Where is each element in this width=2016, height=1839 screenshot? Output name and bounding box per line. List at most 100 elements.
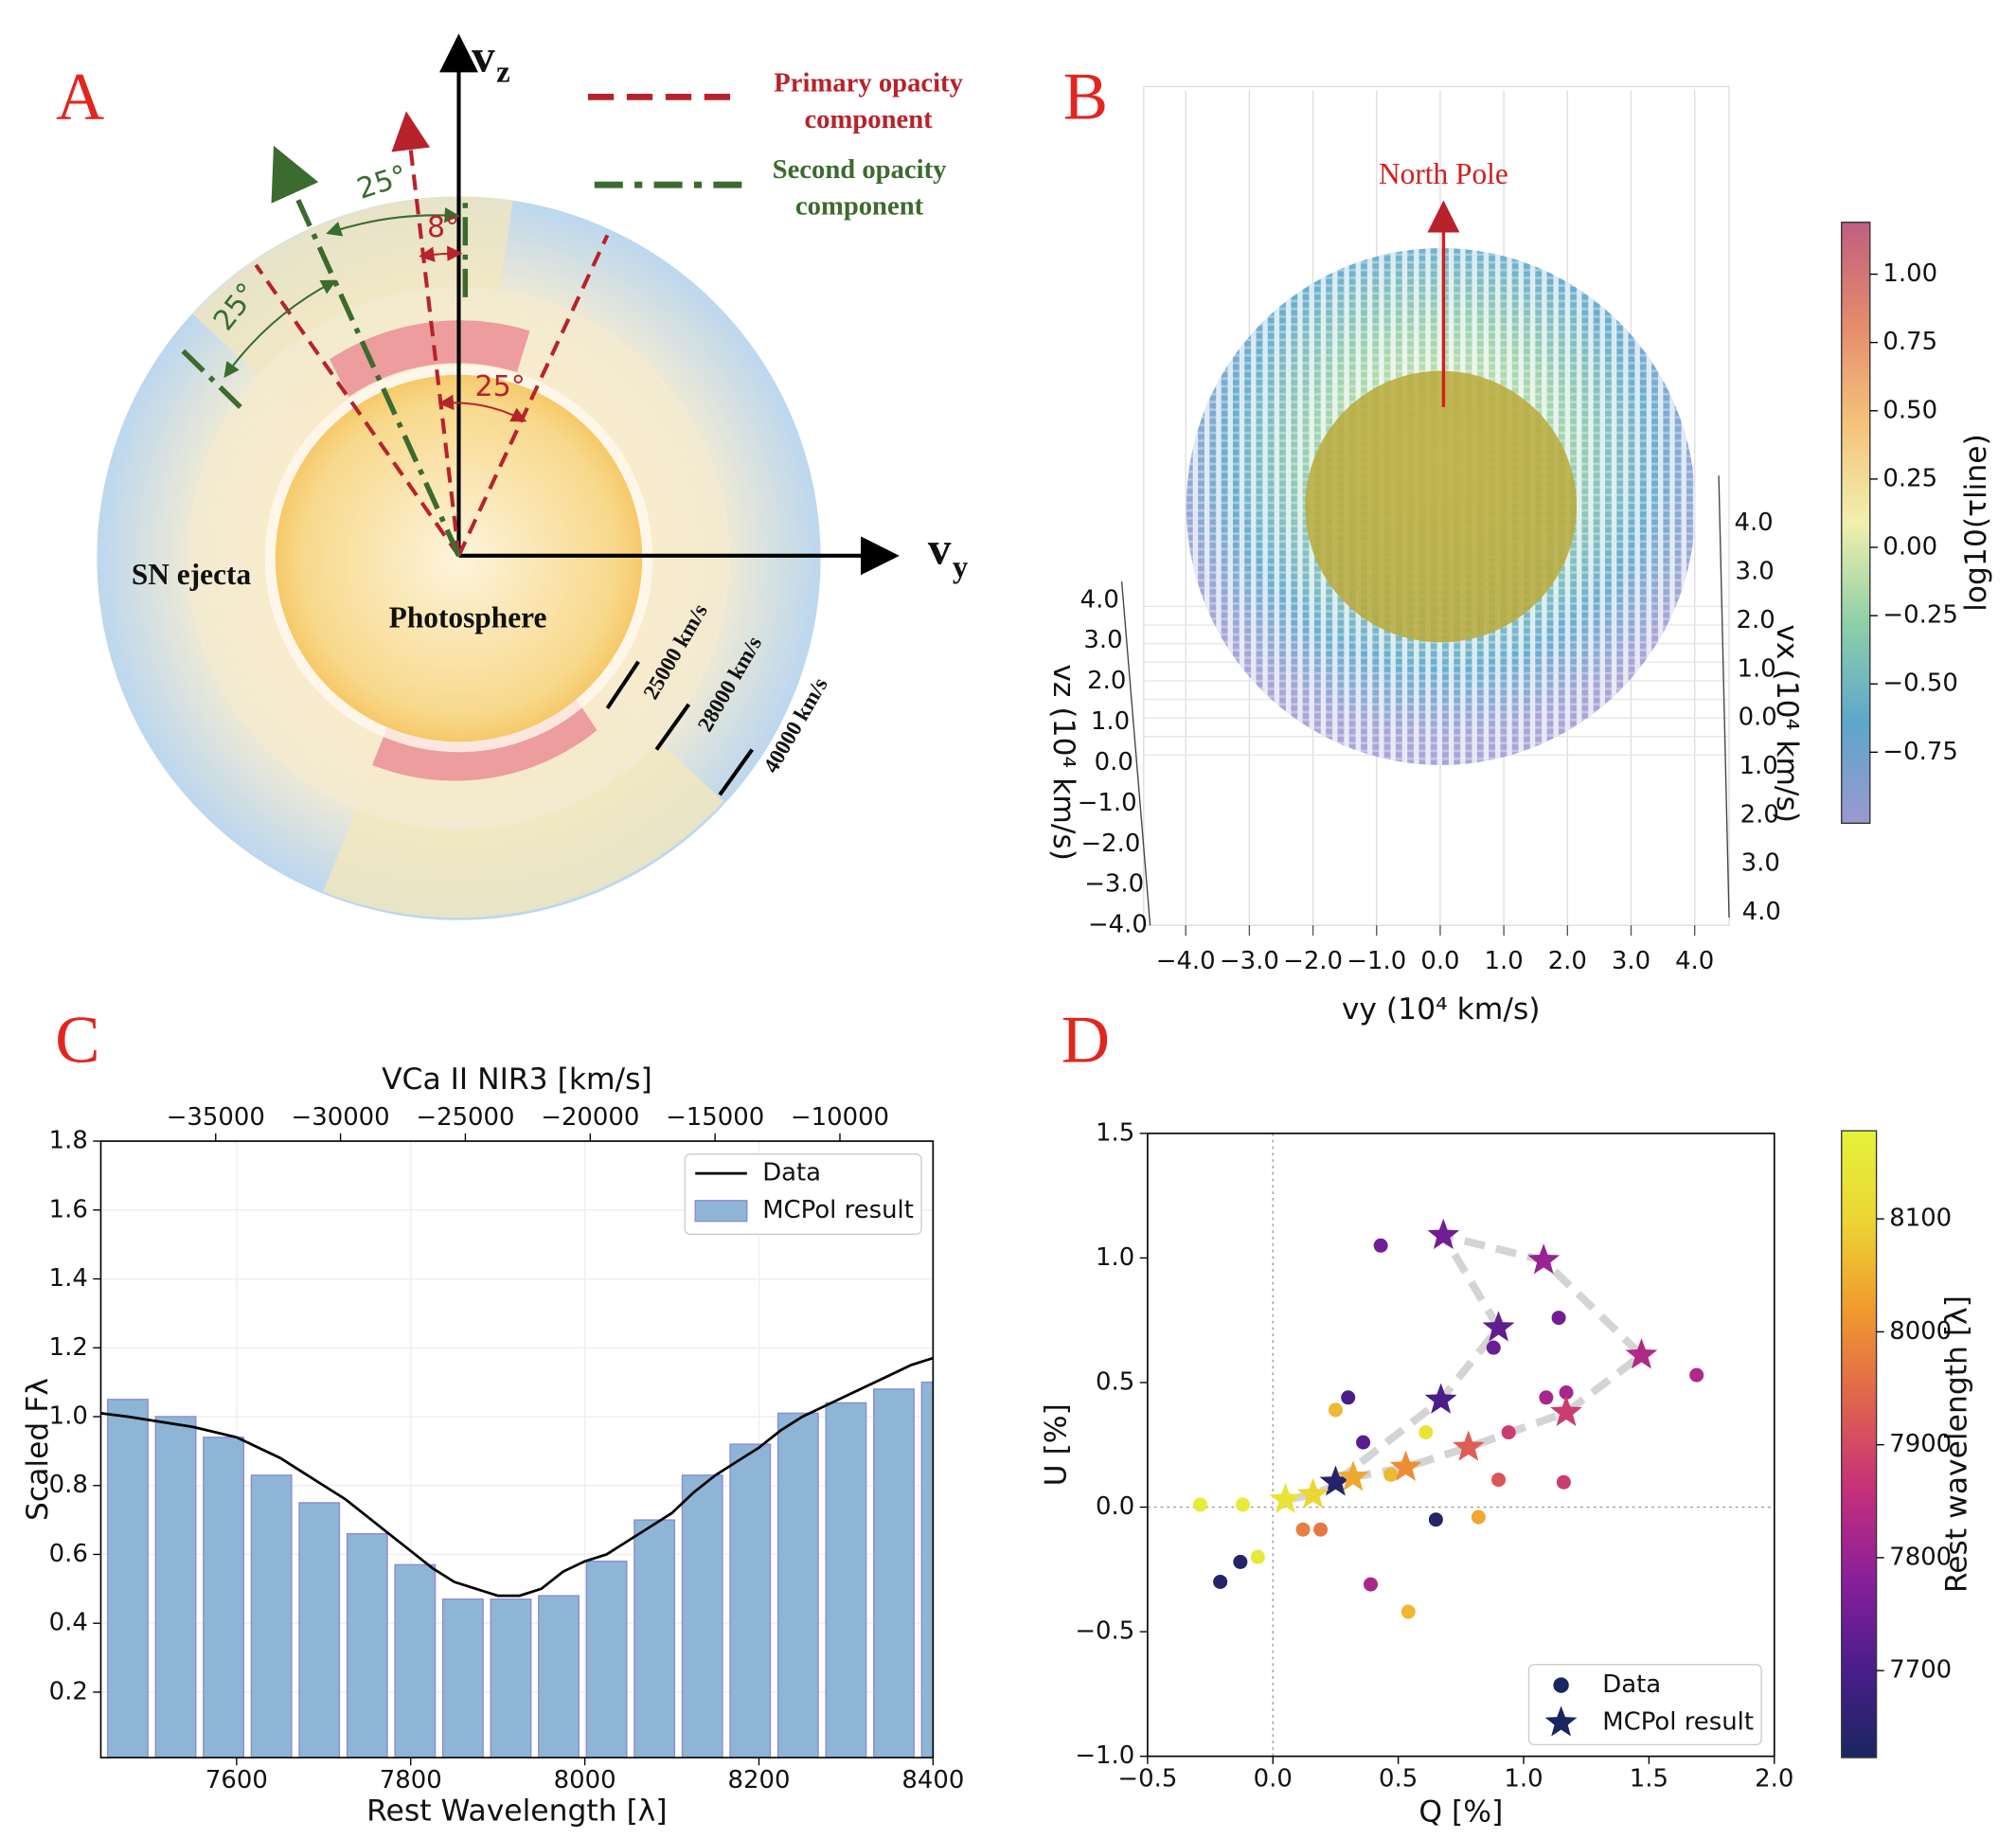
second-edge: [176, 344, 242, 409]
plot-area: [100, 1356, 934, 1759]
panel-b: B North Pole: [1063, 60, 1730, 926]
annotation: North Pole: [1379, 157, 1508, 190]
point: [1491, 1473, 1507, 1488]
y-tick-label: −1.0: [1078, 789, 1137, 817]
bar: [298, 1502, 341, 1759]
y-tick-label: −0.5: [1075, 1617, 1134, 1646]
x-tick-label: 1.0: [1504, 1765, 1543, 1794]
star-point: [1452, 1430, 1485, 1461]
bar: [729, 1443, 772, 1759]
point: [1313, 1522, 1329, 1537]
y-tick-label: 0.0: [1095, 748, 1133, 777]
point: [1556, 1474, 1571, 1490]
x-tick-label: 2.0: [1755, 1765, 1793, 1794]
x-tick-label: 8400: [901, 1766, 964, 1794]
colorbar-tick-label: 7900: [1889, 1430, 1952, 1458]
x2-tick-label: −20000: [541, 1103, 639, 1132]
x-tick-label: 0.5: [1379, 1765, 1418, 1794]
z-tick-label: 4.0: [1734, 509, 1773, 537]
panel-label: C: [55, 1004, 99, 1078]
x-axis-label: vy (10⁴ km/s): [1342, 992, 1541, 1027]
legend-text: Primary opacity: [774, 68, 963, 98]
velocity-tick: [654, 703, 691, 751]
legend-box: [1527, 1664, 1762, 1746]
bar: [585, 1561, 628, 1759]
bar: [873, 1388, 915, 1759]
colorbar-tick-label: −0.25: [1882, 601, 1957, 630]
colorbar-label: Rest wavelength [λ]: [1940, 1295, 1974, 1593]
star-point: [1527, 1243, 1561, 1275]
point: [1341, 1390, 1356, 1405]
x-axis-label: Rest Wavelength [λ]: [366, 1794, 667, 1828]
angle-arc: [419, 245, 463, 262]
colorbar-tick-label: 1.00: [1882, 259, 1937, 288]
y-axis-label: U [%]: [1039, 1403, 1073, 1486]
axis-subscript: y: [953, 550, 969, 584]
z-tick-label: 2.0: [1740, 800, 1779, 829]
x-tick-label: 4.0: [1675, 947, 1714, 975]
x-tick-label: 7600: [205, 1766, 268, 1794]
x-tick-label: 1.5: [1630, 1765, 1668, 1794]
star-point: [1296, 1477, 1329, 1509]
y-tick-label: 1.6: [49, 1195, 88, 1223]
x-tick-label: −0.5: [1117, 1765, 1177, 1794]
point: [1689, 1367, 1704, 1383]
colorbar-tick-label: 7700: [1889, 1656, 1952, 1685]
panel-a: A 25° 25° 8° 25° v z v y Primary opacity…: [56, 29, 969, 920]
legend-marker: [1544, 1705, 1578, 1737]
legend-text: Second opacity: [773, 154, 947, 185]
point: [1250, 1549, 1265, 1564]
second-axis: [271, 145, 461, 557]
y-tick-label: 0.6: [49, 1540, 88, 1568]
panel-label: D: [1062, 1004, 1110, 1078]
colorbar-tick-label: 8100: [1889, 1205, 1952, 1233]
region-label: SN ejecta: [132, 558, 252, 591]
bar: [346, 1532, 388, 1759]
z-tick-label: 1.0: [1738, 654, 1776, 683]
bar: [825, 1402, 867, 1759]
z-tick-label: 1.0: [1739, 752, 1778, 780]
y-tick-label: 3.0: [1083, 626, 1122, 654]
z-tick-label: 2.0: [1737, 606, 1775, 634]
legend-label: MCPol result: [762, 1196, 914, 1224]
point: [1364, 1577, 1379, 1592]
colorbar-tick-label: −0.75: [1882, 738, 1957, 766]
star-point: [1337, 1460, 1369, 1491]
y-axis-label: Scaled Fλ: [21, 1378, 55, 1521]
colorbar: [1841, 222, 1871, 825]
x-tick-label: −1.0: [1347, 947, 1406, 975]
axis-line: [1120, 581, 1151, 926]
point: [1373, 1238, 1388, 1253]
point: [1418, 1425, 1434, 1440]
point: [1383, 1467, 1399, 1482]
x2-tick-label: −35000: [167, 1103, 265, 1132]
point: [1295, 1522, 1311, 1537]
panel-label: B: [1063, 60, 1108, 134]
colorbar-label: log10(τline): [1959, 434, 1993, 612]
star-point: [1389, 1450, 1422, 1481]
colorbar-tick-label: 7800: [1889, 1543, 1952, 1571]
y-tick-label: 1.0: [1096, 1243, 1134, 1272]
star-point: [1625, 1338, 1658, 1369]
point: [1501, 1425, 1516, 1440]
y-tick-label: 1.4: [49, 1264, 88, 1293]
x-tick-label: 8200: [728, 1766, 791, 1794]
point: [1551, 1311, 1566, 1326]
point: [1233, 1554, 1248, 1569]
angle-label: 25°: [353, 159, 411, 206]
x2-tick-label: −25000: [416, 1103, 514, 1132]
star-point: [1319, 1465, 1352, 1496]
colorbar-tick-label: 0.75: [1882, 328, 1937, 356]
point: [1428, 1512, 1443, 1527]
legend-label: MCPol result: [1602, 1708, 1754, 1737]
velocity-tick: [718, 748, 754, 796]
legend-label: Data: [762, 1159, 821, 1187]
bar: [441, 1598, 484, 1759]
x-tick-label: −4.0: [1156, 947, 1216, 975]
point: [1235, 1497, 1251, 1512]
photosphere: [275, 374, 643, 742]
y-tick-label: −3.0: [1084, 870, 1144, 899]
x-axis-label: Q [%]: [1418, 1795, 1503, 1830]
axes-box: [1143, 85, 1730, 926]
y-tick-label: 0.5: [1096, 1367, 1134, 1396]
